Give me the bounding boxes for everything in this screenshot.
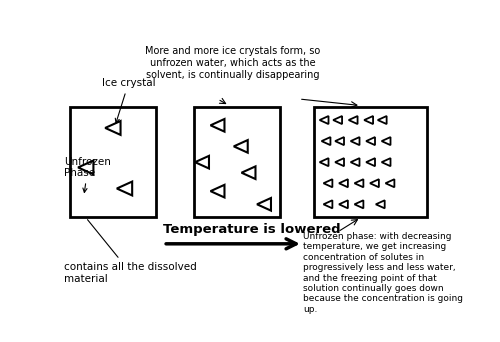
Text: More and more ice crystals form, so
unfrozen water, which acts as the
solvent, i: More and more ice crystals form, so unfr… <box>146 46 320 79</box>
Text: contains all the dissolved
material: contains all the dissolved material <box>64 220 197 284</box>
Bar <box>194 107 280 218</box>
Text: Temperature is lowered: Temperature is lowered <box>163 223 341 236</box>
Text: Unfrozen
Phase: Unfrozen Phase <box>64 157 112 193</box>
Bar <box>314 107 427 218</box>
Text: Ice crystal: Ice crystal <box>102 78 155 123</box>
Bar <box>70 107 156 218</box>
Text: Unfrozen phase: with decreasing
temperature, we get increasing
concentration of : Unfrozen phase: with decreasing temperat… <box>303 232 463 314</box>
